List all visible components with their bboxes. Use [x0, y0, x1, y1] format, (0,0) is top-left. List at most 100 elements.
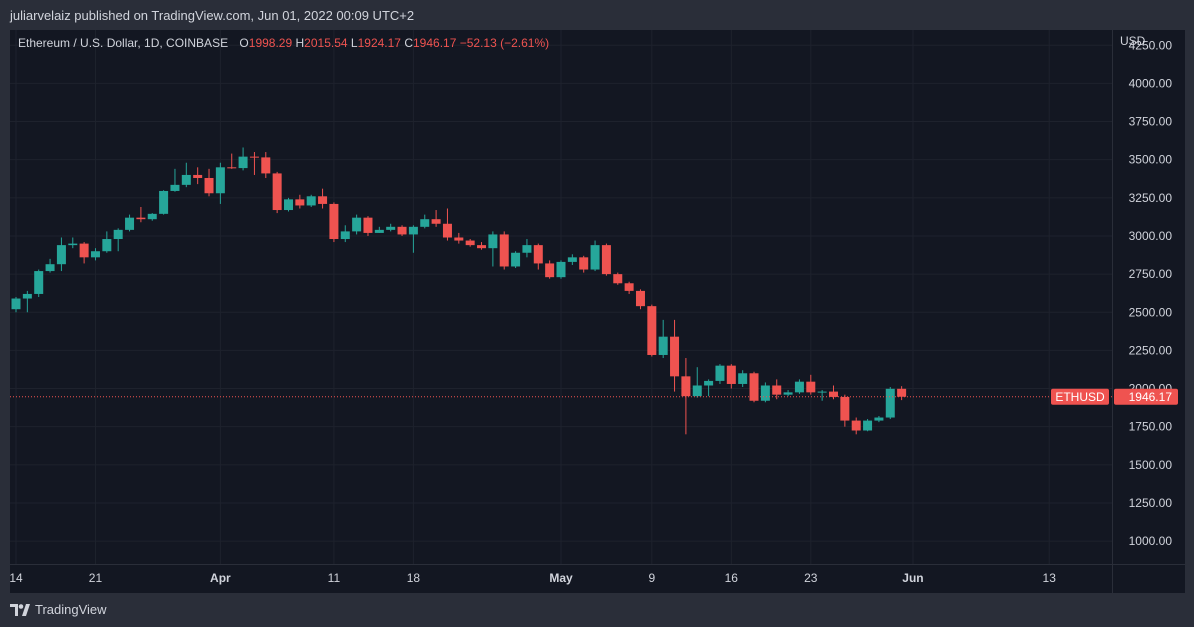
candle-body [465, 240, 475, 246]
price-tick-label: 4250.00 [1129, 38, 1173, 52]
candle-body [851, 420, 861, 431]
candle [567, 254, 577, 265]
candle-body [715, 365, 725, 381]
candle-body [79, 243, 89, 258]
candle [284, 197, 293, 212]
candle [272, 171, 282, 214]
candle-body [284, 199, 293, 211]
candle [34, 269, 44, 297]
price-tick-label: 3000.00 [1129, 229, 1173, 243]
candle-body [670, 336, 680, 377]
candle-body [556, 261, 566, 278]
candle [113, 228, 123, 252]
candle [874, 416, 884, 423]
candle-body [579, 257, 589, 270]
candle [147, 213, 157, 221]
candle [533, 243, 543, 270]
open-value: 1998.29 [248, 36, 293, 50]
candle [181, 162, 191, 188]
candle [420, 214, 430, 229]
ohlc-legend: Ethereum / U.S. Dollar, 1D, COINBASE O19… [18, 36, 549, 50]
candle [227, 153, 237, 169]
candle [193, 167, 203, 185]
candle-body [874, 417, 884, 421]
candle [238, 147, 248, 171]
candle-body [56, 245, 66, 265]
price-tick-labels: 4250.00 4000.00 3750.00 3500.00 3250.00 3000.… [1129, 38, 1173, 548]
candle-body [533, 245, 543, 264]
candle [613, 272, 623, 285]
candle-body [511, 252, 521, 267]
candle [624, 281, 634, 294]
candle [545, 260, 555, 279]
time-tick-label: 9 [648, 571, 655, 585]
high-value: 2015.54 [304, 36, 348, 50]
symbol-description[interactable]: Ethereum / U.S. Dollar, 1D, COINBASE [18, 36, 229, 50]
candle [511, 251, 521, 269]
candle-body [147, 213, 157, 220]
candle [772, 379, 782, 400]
candle [431, 210, 441, 227]
candle [817, 390, 827, 401]
candle [442, 208, 452, 241]
time-tick-label: 23 [804, 571, 818, 585]
candle-body [363, 217, 373, 233]
candle [851, 417, 861, 435]
candle-body [238, 156, 248, 169]
low-label: L [350, 36, 358, 50]
candle [90, 248, 100, 261]
candle-body [113, 229, 123, 240]
candle [681, 358, 691, 435]
price-axis[interactable] [1112, 30, 1185, 564]
candle-body [692, 385, 702, 397]
candle-body [22, 293, 32, 299]
candle-body [34, 271, 44, 294]
candle [670, 319, 680, 392]
currency-label[interactable]: USD [1120, 34, 1146, 48]
candle-body [726, 365, 736, 384]
candles [11, 147, 907, 435]
candle-body [681, 376, 691, 397]
candle-body [227, 167, 237, 169]
time-tick-label: 14 [9, 571, 23, 585]
candle-body [749, 373, 759, 401]
candle-body [68, 243, 78, 246]
candle-body [760, 385, 770, 401]
candle-body [522, 245, 532, 253]
candle [397, 225, 407, 236]
candle [386, 223, 396, 232]
candle-body [897, 388, 907, 397]
time-axis[interactable] [10, 564, 1112, 593]
publish-header: juliarvelaiz published on TradingView.co… [0, 0, 1194, 30]
candle-body [794, 381, 804, 393]
candle-body [397, 226, 407, 235]
candle-body [499, 234, 509, 267]
candle [68, 237, 78, 249]
candle [125, 214, 135, 232]
candle [897, 386, 907, 401]
price-tick-label: 4000.00 [1129, 76, 1173, 90]
candle [374, 226, 384, 233]
price-tick-label: 2250.00 [1129, 343, 1173, 357]
candle-body [318, 196, 328, 204]
candle [45, 258, 55, 273]
price-badge-label: 1946.17 [1129, 390, 1173, 404]
candle-body [90, 251, 100, 258]
candle-body [352, 217, 362, 232]
candle [340, 225, 350, 243]
candle [79, 242, 89, 264]
candle-body [420, 219, 430, 227]
candle [704, 379, 714, 397]
tradingview-brand[interactable]: TradingView [10, 602, 107, 617]
candle-body [193, 174, 203, 178]
candle [863, 419, 873, 432]
candle-body [306, 196, 316, 206]
candle-body [783, 392, 793, 395]
candle [806, 374, 816, 395]
time-tick-label: 11 [328, 571, 341, 585]
candle [408, 225, 418, 253]
price-badge [1114, 388, 1178, 405]
candle-body [181, 174, 191, 185]
candle-body [590, 245, 600, 270]
candle-body [159, 190, 169, 214]
